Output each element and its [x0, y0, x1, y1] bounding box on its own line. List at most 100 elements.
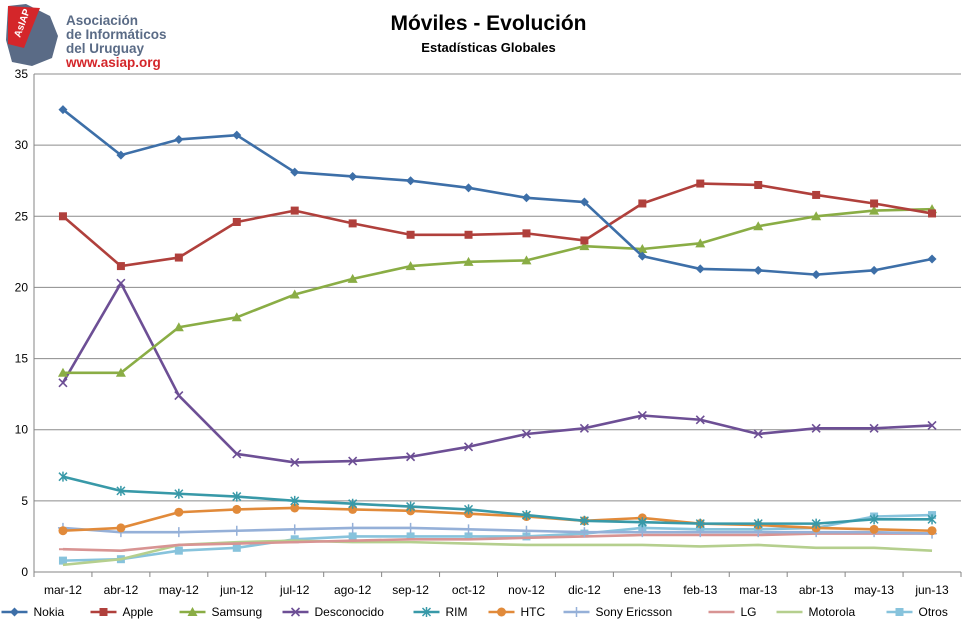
x-tick-label-abr-13: abr-13 [799, 583, 834, 597]
legend-marker-htc [497, 607, 506, 617]
data-point-nokia-may-12 [174, 134, 184, 144]
data-point-apple-ago-12 [348, 219, 357, 228]
data-point-sony-ericsson-sep-12 [405, 522, 416, 533]
series-line-apple [62, 182, 933, 268]
data-point-apple-feb-13 [696, 179, 705, 188]
logo-line-2: de Informáticos [66, 27, 167, 42]
data-point-desconocido-jun-13 [927, 420, 937, 431]
data-point-apple-sep-12 [406, 230, 415, 239]
series-line-sony-ericsson [62, 526, 933, 535]
logo-line-3: del Uruguay [66, 41, 145, 56]
legend-marker-otros [895, 608, 904, 616]
data-point-apple-jul-12 [290, 206, 299, 215]
y-tick-label-5: 5 [21, 494, 28, 508]
data-point-samsung-ene-13 [637, 244, 648, 254]
data-point-htc-may-12 [174, 507, 184, 517]
data-point-apple-abr-13 [812, 190, 821, 199]
x-tick-label-mar-12: mar-12 [44, 583, 82, 597]
data-point-nokia-jun-12 [232, 130, 242, 140]
x-tick-label-jun-13: jun-13 [914, 583, 949, 597]
legend-item-motorola: Motorola [776, 605, 856, 619]
data-point-desconocido-jul-12 [290, 457, 300, 468]
data-point-desconocido-ago-12 [348, 456, 358, 466]
data-point-sony-ericsson-ene-13 [637, 527, 648, 538]
data-point-nokia-may-13 [869, 265, 879, 275]
data-point-samsung-abr-12 [115, 367, 126, 377]
data-point-samsung-mar-12 [57, 367, 68, 377]
data-point-sony-ericsson-jul-12 [289, 524, 300, 535]
x-tick-label-feb-13: feb-13 [683, 583, 717, 597]
legend-marker-apple [99, 608, 108, 616]
x-tick-label-may-12: may-12 [159, 583, 199, 597]
data-point-nokia-mar-13 [753, 265, 763, 275]
legend-label-rim: RIM [446, 605, 468, 619]
series-line-htc [62, 506, 933, 533]
data-point-apple-mar-13 [754, 180, 763, 189]
legend-item-samsung: Samsung [179, 605, 263, 619]
plot-area: 0 5 10 15 20 25 30 35 mar-12 abr-12 may-12 jun-12 ju… [15, 67, 962, 597]
data-point-sony-ericsson-nov-12 [521, 525, 532, 536]
x-tick-label-sep-12: sep-12 [392, 583, 429, 597]
x-tick-label-oct-12: oct-12 [452, 583, 486, 597]
legend-item-apple: Apple [90, 605, 154, 619]
x-tick-label-abr-12: abr-12 [104, 583, 139, 597]
series-line-nokia [62, 108, 933, 276]
y-tick-label-35: 35 [15, 67, 29, 81]
data-point-rim-oct-12 [464, 504, 474, 515]
x-tick-label-ago-12: ago-12 [334, 583, 372, 597]
data-point-rim-sep-12 [406, 501, 416, 512]
legend-marker-sony-ericsson [571, 607, 582, 617]
data-point-sony-ericsson-feb-13 [695, 527, 706, 538]
legend-marker-rim [421, 607, 432, 617]
x-tick-label-may-13: may-13 [854, 583, 894, 597]
data-point-nokia-nov-12 [521, 193, 531, 203]
data-point-rim-nov-12 [521, 510, 531, 521]
y-tick-label-25: 25 [15, 209, 29, 223]
legend-item-lg: LG [708, 605, 757, 619]
data-point-rim-jul-12 [290, 495, 300, 506]
data-point-rim-dic-12 [579, 515, 589, 526]
data-point-apple-jun-13 [928, 209, 937, 218]
data-point-htc-may-13 [869, 524, 879, 534]
data-point-apple-mar-12 [58, 212, 67, 221]
data-point-nokia-ago-12 [348, 171, 358, 181]
legend-label-samsung: Samsung [212, 605, 263, 619]
series-line-samsung [62, 207, 933, 375]
legend-marker-samsung [187, 607, 198, 616]
data-point-otros-oct-12 [464, 532, 473, 541]
data-point-samsung-dic-12 [579, 241, 590, 251]
data-point-desconocido-mar-13 [753, 429, 763, 439]
y-tick-label-10: 10 [15, 423, 29, 437]
legend-item-otros: Otros [886, 605, 948, 619]
data-point-samsung-jul-12 [289, 289, 300, 299]
legend-label-nokia: Nokia [34, 605, 65, 619]
data-point-desconocido-oct-12 [463, 442, 474, 452]
data-point-sony-ericsson-jun-12 [231, 525, 242, 536]
y-tick-label-0: 0 [21, 565, 28, 579]
data-point-apple-may-13 [870, 199, 879, 208]
data-point-apple-dic-12 [580, 236, 589, 245]
legend-item-htc: HTC [488, 605, 545, 619]
data-point-samsung-abr-13 [811, 211, 822, 221]
data-point-desconocido-nov-12 [521, 429, 532, 439]
data-point-desconocido-jun-12 [232, 449, 242, 459]
legend-label-sony-ericsson: Sony Ericsson [596, 605, 673, 619]
data-point-nokia-abr-13 [811, 270, 821, 280]
data-point-desconocido-mar-12 [58, 378, 68, 388]
data-point-samsung-feb-13 [695, 238, 706, 248]
data-point-apple-may-12 [174, 253, 183, 262]
chart-title: Móviles - Evolución [390, 12, 587, 35]
data-point-rim-ene-13 [637, 517, 647, 528]
data-point-nokia-feb-13 [695, 264, 705, 274]
series-nokia [58, 105, 937, 280]
data-point-htc-jun-13 [927, 526, 937, 536]
data-point-apple-nov-12 [522, 229, 531, 238]
data-point-rim-mar-13 [753, 518, 763, 529]
x-tick-label-dic-12: dic-12 [568, 583, 601, 597]
x-tick-label-jun-12: jun-12 [219, 583, 254, 597]
y-tick-label-15: 15 [15, 352, 29, 366]
data-point-desconocido-abr-12 [116, 278, 126, 288]
data-point-nokia-sep-12 [406, 176, 416, 186]
